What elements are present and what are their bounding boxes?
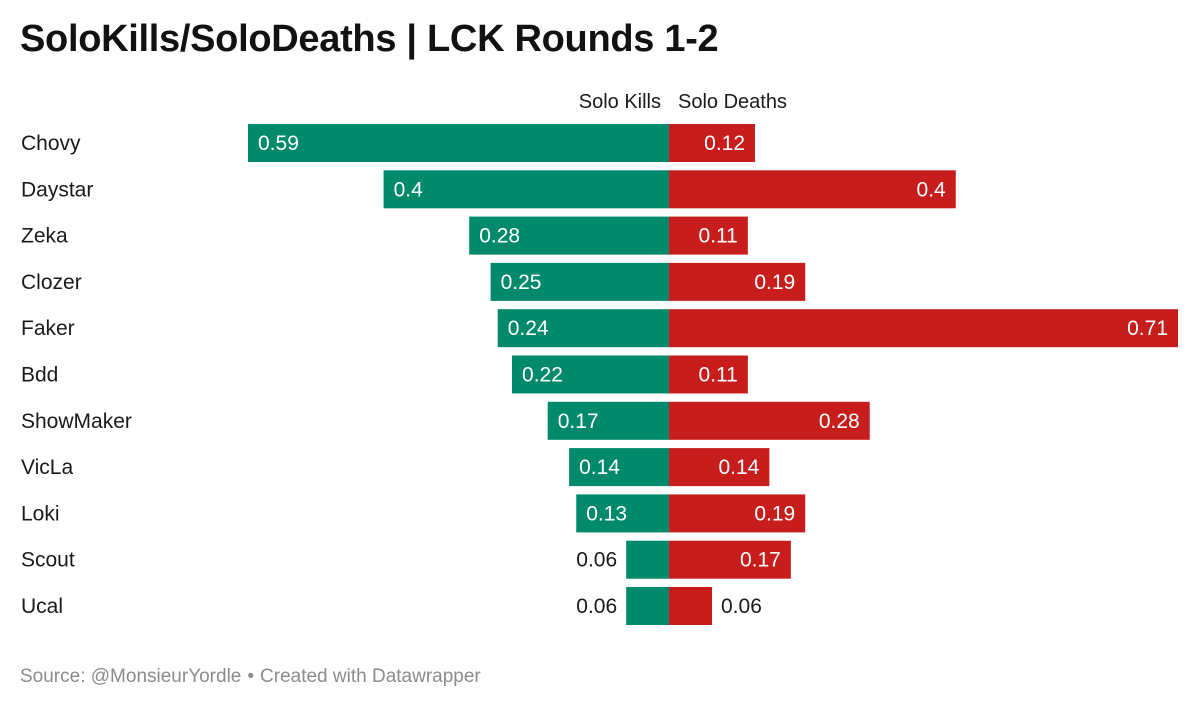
player-name-loki: Loki	[21, 502, 60, 525]
solo-deaths-bar	[669, 355, 748, 394]
solo-deaths-value: 0.19	[754, 271, 795, 294]
solo-kills-bar	[497, 309, 669, 348]
solo-deaths-bar	[669, 587, 713, 625]
solo-kills-value: 0.24	[508, 317, 549, 340]
player-name-daystar: Daystar	[21, 178, 93, 201]
solo-deaths-bar	[669, 401, 870, 440]
player-name-bdd: Bdd	[21, 364, 58, 387]
solo-deaths-bar	[669, 540, 791, 579]
header-solo-kills: Solo Kills	[579, 91, 661, 113]
solo-deaths-bar	[669, 170, 956, 209]
solo-deaths-value: 0.19	[754, 502, 795, 525]
datawrapper-credit[interactable]: Created with Datawrapper	[260, 666, 481, 687]
diverging-bar-chart: Solo Kills Solo Deaths Chovy 0.59 0.12 Daysta…	[21, 91, 1178, 625]
solo-kills-bar	[576, 494, 669, 533]
solo-deaths-bar	[669, 309, 1178, 348]
solo-kills-bar	[248, 124, 669, 162]
solo-kills-bar	[547, 401, 669, 440]
solo-kills-bar	[490, 262, 669, 301]
solo-kills-bar	[469, 216, 669, 255]
solo-deaths-value: 0.17	[740, 549, 781, 572]
footer-separator: •	[247, 666, 255, 687]
solo-kills-value: 0.25	[501, 271, 542, 294]
solo-deaths-bar	[669, 124, 756, 162]
chart-title: SoloKills/SoloDeaths | LCK Rounds 1-2	[20, 18, 719, 60]
header-solo-deaths: Solo Deaths	[678, 91, 787, 113]
chart-footer: Source: @MonsieurYordle • Created with Dat…	[20, 666, 481, 688]
solo-deaths-value: 0.12	[704, 132, 745, 155]
player-name-showmaker: ShowMaker	[21, 410, 132, 433]
solo-kills-value: 0.14	[579, 456, 620, 479]
solo-kills-value: 0.59	[258, 132, 299, 155]
solo-deaths-value: 0.28	[819, 410, 860, 433]
solo-deaths-bar	[669, 494, 806, 533]
solo-deaths-bar	[669, 262, 806, 301]
solo-deaths-value: 0.4	[917, 178, 947, 201]
player-name-vicla: VicLa	[21, 456, 73, 479]
player-name-faker: Faker	[21, 317, 75, 340]
solo-kills-value: 0.13	[586, 502, 627, 525]
solo-deaths-value: 0.14	[718, 456, 759, 479]
solo-deaths-value: 0.06	[721, 595, 762, 618]
solo-deaths-value: 0.11	[699, 225, 738, 248]
player-name-ucal: Ucal	[21, 595, 63, 618]
solo-deaths-bar	[669, 448, 770, 487]
solo-kills-value: 0.28	[479, 225, 520, 248]
solo-kills-value: 0.06	[576, 549, 617, 572]
solo-kills-value: 0.17	[558, 410, 599, 433]
solo-deaths-value: 0.71	[1127, 317, 1168, 340]
player-name-zeka: Zeka	[21, 225, 68, 248]
solo-kills-bar	[569, 448, 669, 487]
solo-deaths-bar	[669, 216, 748, 255]
source-credit[interactable]: Source: @MonsieurYordle	[20, 666, 242, 687]
solo-kills-bar	[512, 355, 669, 394]
player-name-chovy: Chovy	[21, 132, 81, 155]
solo-kills-bar	[626, 540, 669, 579]
solo-kills-value: 0.06	[576, 595, 617, 618]
solo-deaths-value: 0.11	[699, 364, 738, 387]
solo-kills-value: 0.22	[522, 364, 563, 387]
player-name-scout: Scout	[21, 549, 75, 572]
solo-kills-bar	[383, 170, 669, 209]
solo-kills-bar	[626, 587, 669, 625]
solo-kills-value: 0.4	[394, 178, 424, 201]
player-name-clozer: Clozer	[21, 271, 82, 294]
